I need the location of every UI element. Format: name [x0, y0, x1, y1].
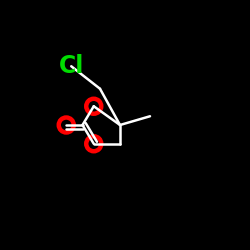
- Text: Cl: Cl: [58, 54, 84, 78]
